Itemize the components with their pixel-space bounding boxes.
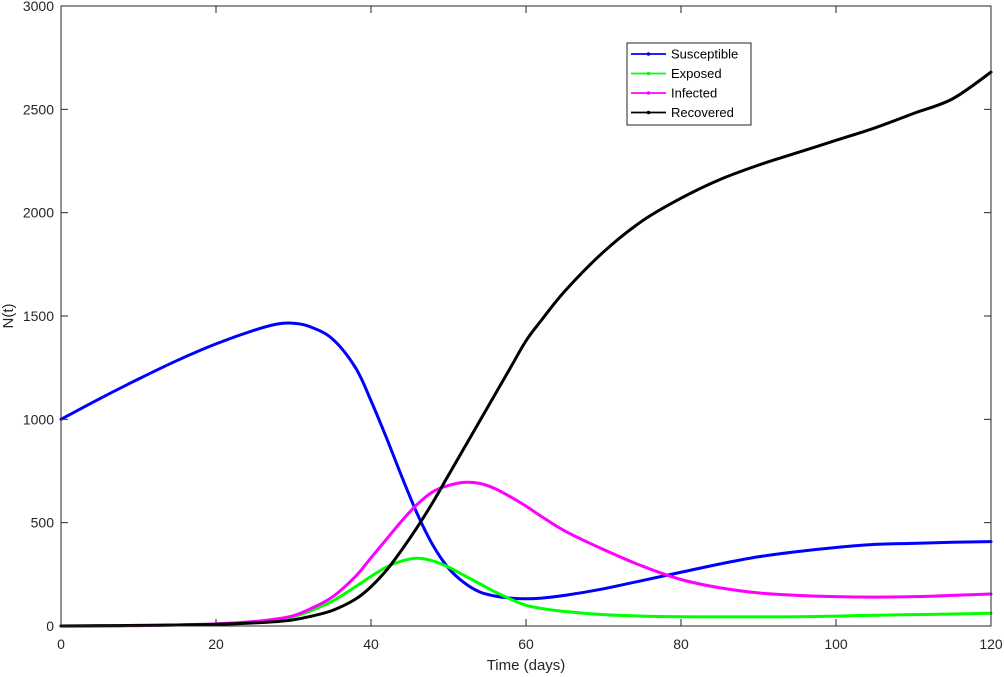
y-tick-label: 3000 [23, 0, 54, 14]
legend-marker-recovered [646, 110, 651, 115]
y-tick-labels: 0 500 1000 1500 2000 2500 3000 [23, 0, 54, 634]
legend-marker-infected [646, 91, 651, 95]
axis-ticks [60, 5, 992, 627]
x-tick-label: 80 [673, 636, 689, 652]
legend: Susceptible Exposed Infected Recovered [626, 42, 752, 126]
x-tick-label: 0 [57, 636, 65, 652]
legend-marker-exposed [646, 71, 651, 76]
x-tick-label: 40 [363, 636, 379, 652]
series-line-susceptible [59, 321, 993, 601]
legend-label-recovered: Recovered [671, 105, 734, 120]
x-tick-label: 20 [208, 636, 224, 652]
legend-label-susceptible: Susceptible [671, 47, 738, 62]
y-tick-label: 0 [46, 618, 54, 634]
y-tick-label: 2000 [23, 205, 54, 221]
legend-label-infected: Infected [671, 86, 717, 101]
y-axis-label: N(t) [0, 304, 17, 329]
y-tick-label: 1500 [23, 308, 54, 324]
y-tick-label: 500 [31, 515, 55, 531]
x-tick-label: 100 [824, 636, 848, 652]
x-tick-label: 60 [518, 636, 534, 652]
series-line-recovered [59, 70, 993, 628]
series-line-infected [59, 480, 993, 628]
x-tick-labels: 0 20 40 60 80 100 120 [57, 636, 1003, 652]
x-axis-label: Time (days) [487, 657, 566, 674]
y-tick-label: 1000 [23, 411, 54, 427]
legend-label-exposed: Exposed [671, 66, 722, 81]
legend-marker-susceptible [646, 52, 651, 56]
series-layer [59, 70, 993, 628]
x-tick-label: 120 [979, 636, 1003, 652]
y-tick-label: 2500 [23, 101, 54, 117]
